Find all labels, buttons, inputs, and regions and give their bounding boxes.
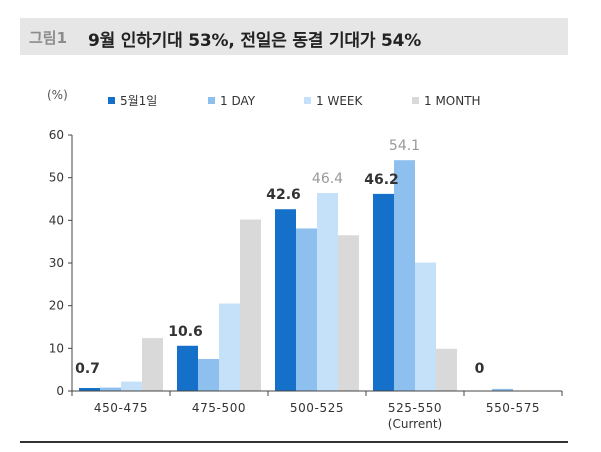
title-bar: 그림1 9월 인하기대 53%, 전일은 동결 기대가 54% <box>20 18 568 55</box>
data-label: 54.1 <box>389 138 420 154</box>
y-unit-label: (%) <box>47 88 68 102</box>
bar <box>338 235 359 391</box>
bar <box>121 381 142 391</box>
legend-label: 5월1일 <box>120 94 157 108</box>
bar <box>198 359 219 391</box>
x-tick-label: 525-550 <box>388 401 442 415</box>
figure-title: 9월 인하기대 53%, 전일은 동결 기대가 54% <box>88 31 422 51</box>
legend-swatch <box>304 97 311 104</box>
y-tick-label: 40 <box>49 213 64 227</box>
legend-swatch <box>208 97 215 104</box>
y-tick-label: 10 <box>49 341 64 355</box>
x-tick-label: 475-500 <box>192 401 246 415</box>
legend-swatch <box>108 97 115 104</box>
bar <box>492 388 513 391</box>
bottom-rule <box>20 441 568 443</box>
bar <box>240 219 261 391</box>
bar <box>415 262 436 391</box>
legend-label: 1 DAY <box>220 94 256 108</box>
data-label: 0.7 <box>75 361 100 377</box>
bar <box>436 348 457 391</box>
data-label: 10.6 <box>168 324 203 340</box>
bar <box>100 387 121 391</box>
bar <box>394 160 415 391</box>
data-label: 42.6 <box>266 187 301 203</box>
y-tick-label: 0 <box>56 384 64 398</box>
bar <box>317 193 338 391</box>
y-tick-label: 60 <box>49 128 64 142</box>
bar <box>373 193 394 391</box>
bar <box>219 303 240 391</box>
legend-label: 1 WEEK <box>316 94 363 108</box>
legend-swatch <box>412 97 419 104</box>
x-tick-label: 550-575 <box>486 401 540 415</box>
data-label: 46.4 <box>312 171 343 187</box>
bar <box>296 228 317 391</box>
legend-label: 1 MONTH <box>424 94 481 108</box>
x-tick-sublabel: (Current) <box>388 417 442 431</box>
y-tick-label: 50 <box>49 171 64 185</box>
bar <box>275 209 296 391</box>
bar <box>177 345 198 391</box>
x-tick-label: 450-475 <box>94 401 148 415</box>
bar <box>142 338 163 391</box>
data-label: 46.2 <box>364 172 399 188</box>
figure-label: 그림1 <box>29 29 68 47</box>
y-tick-label: 30 <box>49 256 64 270</box>
data-label: 0 <box>475 361 485 377</box>
x-tick-label: 500-525 <box>290 401 344 415</box>
y-tick-label: 20 <box>49 299 64 313</box>
bar <box>79 388 100 391</box>
